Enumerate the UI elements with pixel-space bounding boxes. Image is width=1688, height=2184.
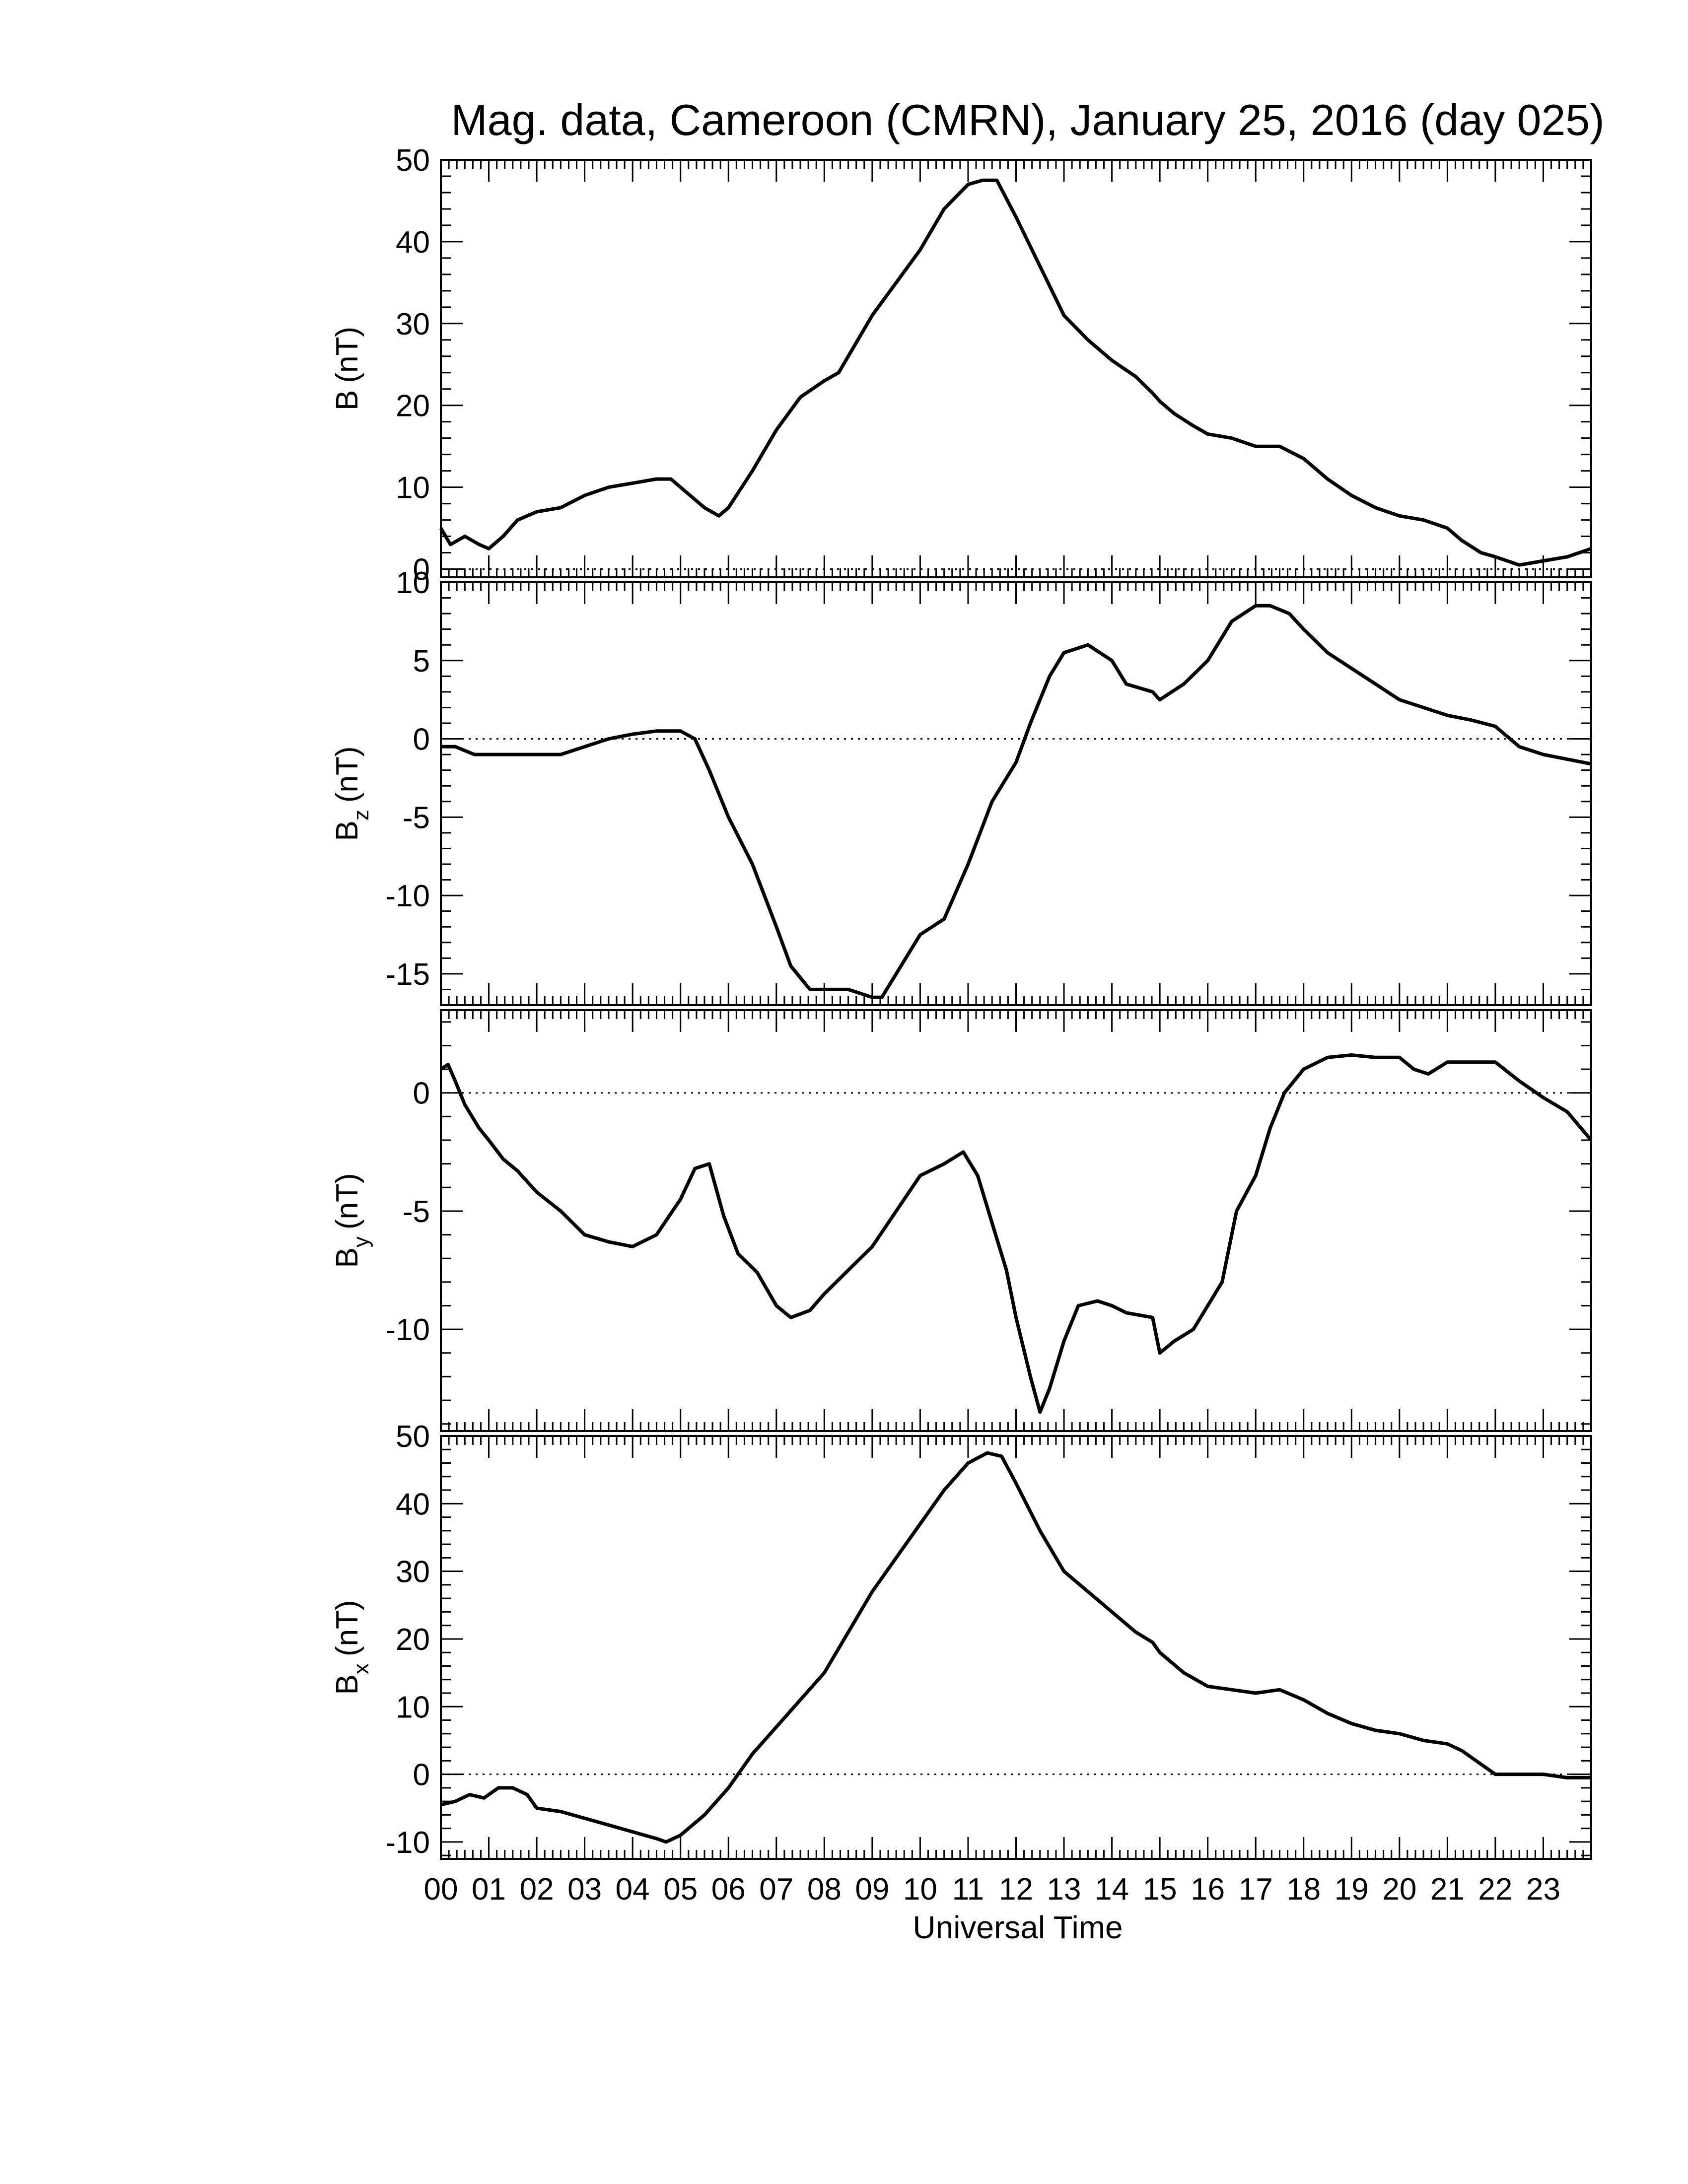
y-axis-label-sub: y (349, 1236, 373, 1247)
y-axis-label-Bz: Bz (nT) (330, 746, 373, 841)
y-axis-label-main: B (330, 390, 364, 410)
y-axis-label-main: B (330, 1674, 364, 1695)
x-tick-label: 13 (1047, 1872, 1081, 1907)
y-axis-label-unit: (nT) (330, 327, 364, 383)
panel-frame (440, 1009, 1592, 1432)
y-tick-label: 50 (396, 143, 430, 178)
y-tick-label: -10 (385, 1826, 430, 1860)
x-tick-label: 07 (759, 1872, 793, 1907)
y-tick-label: 20 (396, 1623, 430, 1657)
y-tick-label: 50 (396, 1420, 430, 1454)
y-tick-label: -10 (385, 1313, 430, 1347)
y-ticks (441, 159, 1591, 570)
chart-title: Mag. data, Cameroon (CMRN), January 25, … (451, 95, 1604, 144)
x-tick-label: 03 (567, 1872, 602, 1907)
series-line-By (440, 1053, 1593, 1414)
panel-frame (440, 581, 1592, 1006)
x-tick-label: 10 (903, 1872, 937, 1907)
x-tick-label: 01 (472, 1872, 506, 1907)
y-tick-label: 10 (396, 566, 430, 600)
y-tick-label: 30 (396, 307, 430, 341)
x-tick-label: 16 (1191, 1872, 1225, 1907)
y-axis-label-unit: (nT) (330, 1173, 364, 1229)
y-tick-label: 40 (396, 225, 430, 260)
y-tick-label: -15 (385, 957, 430, 992)
x-ticks (440, 582, 1592, 1005)
y-tick-label: -10 (385, 879, 430, 913)
x-tick-label: 19 (1335, 1872, 1369, 1907)
y-ticks (441, 581, 1591, 1006)
x-tick-label: 09 (855, 1872, 889, 1907)
y-axis-label-sub: x (349, 1663, 373, 1674)
x-tick-label: 04 (616, 1872, 650, 1907)
y-tick-label: 20 (396, 389, 430, 423)
y-tick-label: -5 (403, 1195, 430, 1229)
y-tick-label: 0 (413, 1758, 430, 1792)
x-tick-label: 22 (1478, 1872, 1512, 1907)
x-tick-label: 02 (520, 1872, 554, 1907)
y-tick-label: 0 (413, 553, 430, 587)
x-tick-label: 20 (1382, 1872, 1416, 1907)
panel-Bz: -15 -10 -5 0 5 10 Bz (nT) (330, 566, 1592, 1006)
y-axis-label-Bx: Bx (nT) (330, 1600, 373, 1695)
panel-By: -10 -5 0 By (nT) (330, 1009, 1593, 1432)
x-tick-label: 14 (1095, 1872, 1129, 1907)
y-tick-label: 30 (396, 1555, 430, 1589)
panel-frame (440, 159, 1592, 578)
y-axis-label-By: By (nT) (330, 1173, 373, 1268)
y-axis-label-B: B (nT) (330, 327, 364, 410)
y-tick-labels: 0 10 20 30 40 50 (396, 143, 430, 587)
panels: 01020304050B(nT)-15-10-50510Bz(nT)-10-50… (330, 143, 1593, 1860)
y-axis-label-main: B (330, 1247, 364, 1268)
y-tick-label: 0 (413, 1077, 430, 1111)
x-tick-label: 05 (663, 1872, 698, 1907)
x-axis-label: Universal Time (913, 1910, 1123, 1945)
x-tick-label: 12 (999, 1872, 1033, 1907)
x-tick-label: 06 (711, 1872, 746, 1907)
x-ticks (440, 160, 1592, 577)
x-tick-labels: 00 01 02 03 04 05 06 07 08 09 10 11 12 13 14 15 16 17 18 19… (424, 1872, 1560, 1907)
panel-B: 0 10 20 30 40 50 B (nT) (330, 143, 1592, 587)
series-line-B (439, 178, 1592, 567)
y-tick-label: 10 (396, 1690, 430, 1724)
y-ticks (441, 1435, 1591, 1856)
x-tick-label: 17 (1239, 1872, 1273, 1907)
y-tick-label: 5 (413, 644, 430, 679)
y-tick-label: -5 (403, 801, 430, 835)
y-tick-labels: -15 -10 -5 0 5 10 (385, 566, 430, 992)
y-axis-label-unit: (nT) (330, 1600, 364, 1656)
series-line-Bx (440, 1451, 1591, 1844)
x-tick-label: 15 (1143, 1872, 1177, 1907)
y-tick-label: 10 (396, 471, 430, 505)
x-tick-label: 18 (1286, 1872, 1321, 1907)
y-axis-label-unit: (nT) (330, 746, 364, 803)
panel-Bx: -10 0 10 20 30 40 50 Bx (nT) (330, 1420, 1592, 1860)
y-ticks (441, 1021, 1591, 1425)
x-ticks (440, 1436, 1592, 1859)
y-tick-labels: -10 0 10 20 30 40 50 (385, 1420, 430, 1860)
x-tick-label: 00 (424, 1872, 458, 1907)
x-ticks (440, 1010, 1592, 1431)
panel-frame (440, 1435, 1592, 1860)
x-tick-label: 11 (952, 1872, 984, 1907)
series-line-Bz (441, 604, 1592, 999)
y-tick-label: 0 (413, 723, 430, 757)
x-tick-label: 23 (1526, 1872, 1560, 1907)
x-tick-label: 08 (807, 1872, 842, 1907)
x-tick-label: 21 (1430, 1872, 1465, 1907)
y-axis-label-sub: z (349, 810, 373, 820)
y-tick-label: 40 (396, 1487, 430, 1521)
y-axis-label-main: B (330, 820, 364, 841)
y-tick-labels: -10 -5 0 (385, 1077, 430, 1347)
